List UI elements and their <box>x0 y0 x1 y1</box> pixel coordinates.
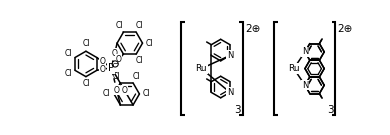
Text: N: N <box>227 88 233 97</box>
Text: N: N <box>302 47 308 56</box>
Text: O: O <box>100 57 106 66</box>
Text: O: O <box>112 48 118 58</box>
Text: 2⊕: 2⊕ <box>338 24 353 34</box>
Text: 3: 3 <box>327 105 333 115</box>
Text: N: N <box>302 47 308 56</box>
Text: N: N <box>302 81 308 90</box>
Text: O: O <box>114 86 120 95</box>
Text: Cl: Cl <box>82 39 90 48</box>
Text: Ru: Ru <box>288 64 300 73</box>
Text: O: O <box>100 65 106 74</box>
Text: Cl: Cl <box>136 56 144 65</box>
Text: O: O <box>121 86 127 95</box>
Text: 2⊕: 2⊕ <box>245 24 261 34</box>
Text: N: N <box>302 81 308 90</box>
Text: Cl: Cl <box>113 72 121 81</box>
Text: P: P <box>108 63 114 73</box>
Text: Cl: Cl <box>136 21 144 30</box>
Text: Cl: Cl <box>146 39 154 48</box>
Text: Cl: Cl <box>143 90 151 98</box>
Text: −: − <box>112 61 118 67</box>
Text: Cl: Cl <box>116 21 124 30</box>
Text: Cl: Cl <box>65 69 72 78</box>
Text: 3: 3 <box>234 105 241 115</box>
Text: Ru: Ru <box>196 64 207 73</box>
Text: O: O <box>116 55 122 64</box>
Text: Cl: Cl <box>133 72 140 81</box>
Text: Cl: Cl <box>103 90 110 98</box>
Text: Cl: Cl <box>82 80 90 88</box>
Text: Cl: Cl <box>65 49 72 58</box>
Text: N: N <box>227 51 233 60</box>
